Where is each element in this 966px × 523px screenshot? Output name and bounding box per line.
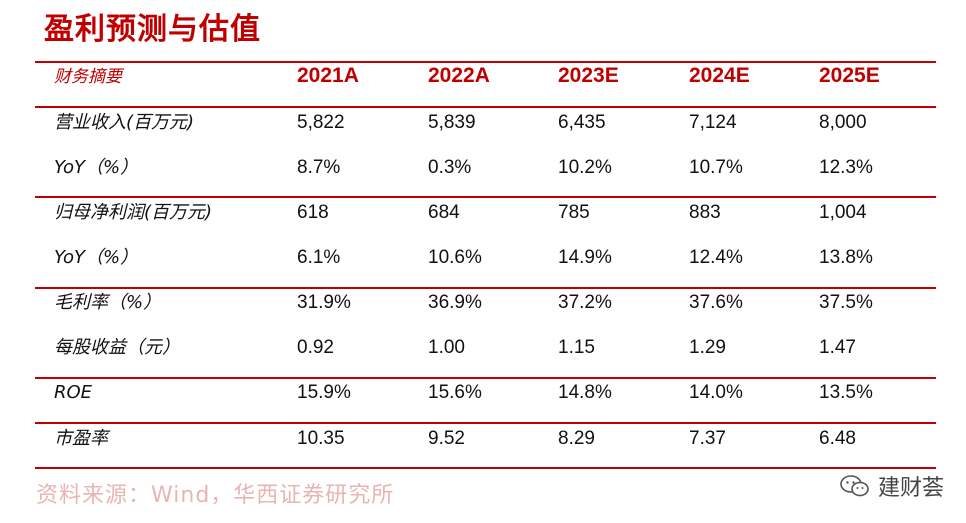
row-value: 37.2% [558,292,612,313]
row-value: 1.15 [558,337,595,358]
row-value: 1.00 [428,337,465,358]
row-value: 9.52 [428,428,465,449]
row-value: 10.35 [297,428,345,449]
row-value: 7.37 [689,428,726,449]
row-value: 6.48 [819,428,856,449]
row-value: 6.1% [297,247,341,268]
row-label: 市盈率 [54,428,108,449]
row-label: 归母净利润(百万元) [54,202,213,223]
row-value: 7,124 [689,112,737,133]
row-value: 15.6% [428,382,482,403]
row-rule [35,106,936,108]
row-rule [35,377,936,379]
row-value: 618 [297,202,329,223]
row-value: 6,435 [558,112,606,133]
row-label: YoY（%） [54,247,139,268]
wechat-icon [840,475,869,497]
row-rule [35,287,936,289]
row-value: 883 [689,202,721,223]
row-label: ROE [54,382,93,403]
row-value: 13.5% [819,382,873,403]
row-value: 785 [558,202,590,223]
row-value: 37.6% [689,292,743,313]
row-value: 0.3% [428,157,472,178]
page-title: 盈利预测与估值 [44,12,261,47]
row-value: 8,000 [819,112,867,133]
row-value: 14.8% [558,382,612,403]
row-value: 36.9% [428,292,482,313]
row-value: 684 [428,202,460,223]
row-value: 0.92 [297,337,334,358]
row-value: 8.29 [558,428,595,449]
row-value: 14.9% [558,247,612,268]
row-value: 12.4% [689,247,743,268]
row-value: 14.0% [689,382,743,403]
source-note: 资料来源：Wind，华西证券研究所 [36,483,395,508]
row-value: 10.7% [689,157,743,178]
row-value: 10.6% [428,247,482,268]
row-label: 每股收益（元） [54,337,180,358]
row-value: 5,839 [428,112,476,133]
row-value: 1,004 [819,202,867,223]
row-value: 5,822 [297,112,345,133]
row-label: YoY（%） [54,157,139,178]
row-value: 15.9% [297,382,351,403]
header-label: 财务摘要 [54,67,122,87]
row-value: 10.2% [558,157,612,178]
header-year-2024: 2024E [689,64,750,87]
row-label: 毛利率（%） [54,292,162,313]
row-rule [35,467,936,469]
row-value: 37.5% [819,292,873,313]
row-rule [35,422,936,424]
row-value: 8.7% [297,157,341,178]
header-year-2023: 2023E [558,64,619,87]
row-value: 12.3% [819,157,873,178]
watermark-text: 建财荟 [877,476,944,501]
header-year-2025: 2025E [819,64,880,87]
watermark: 建财荟 [840,470,944,502]
top-rule [35,61,936,63]
row-value: 1.47 [819,337,856,358]
header-year-2021: 2021A [297,64,359,87]
row-value: 13.8% [819,247,873,268]
row-rule [35,196,936,198]
header-year-2022: 2022A [428,64,490,87]
row-value: 1.29 [689,337,726,358]
row-value: 31.9% [297,292,351,313]
row-label: 营业收入(百万元) [54,112,195,133]
